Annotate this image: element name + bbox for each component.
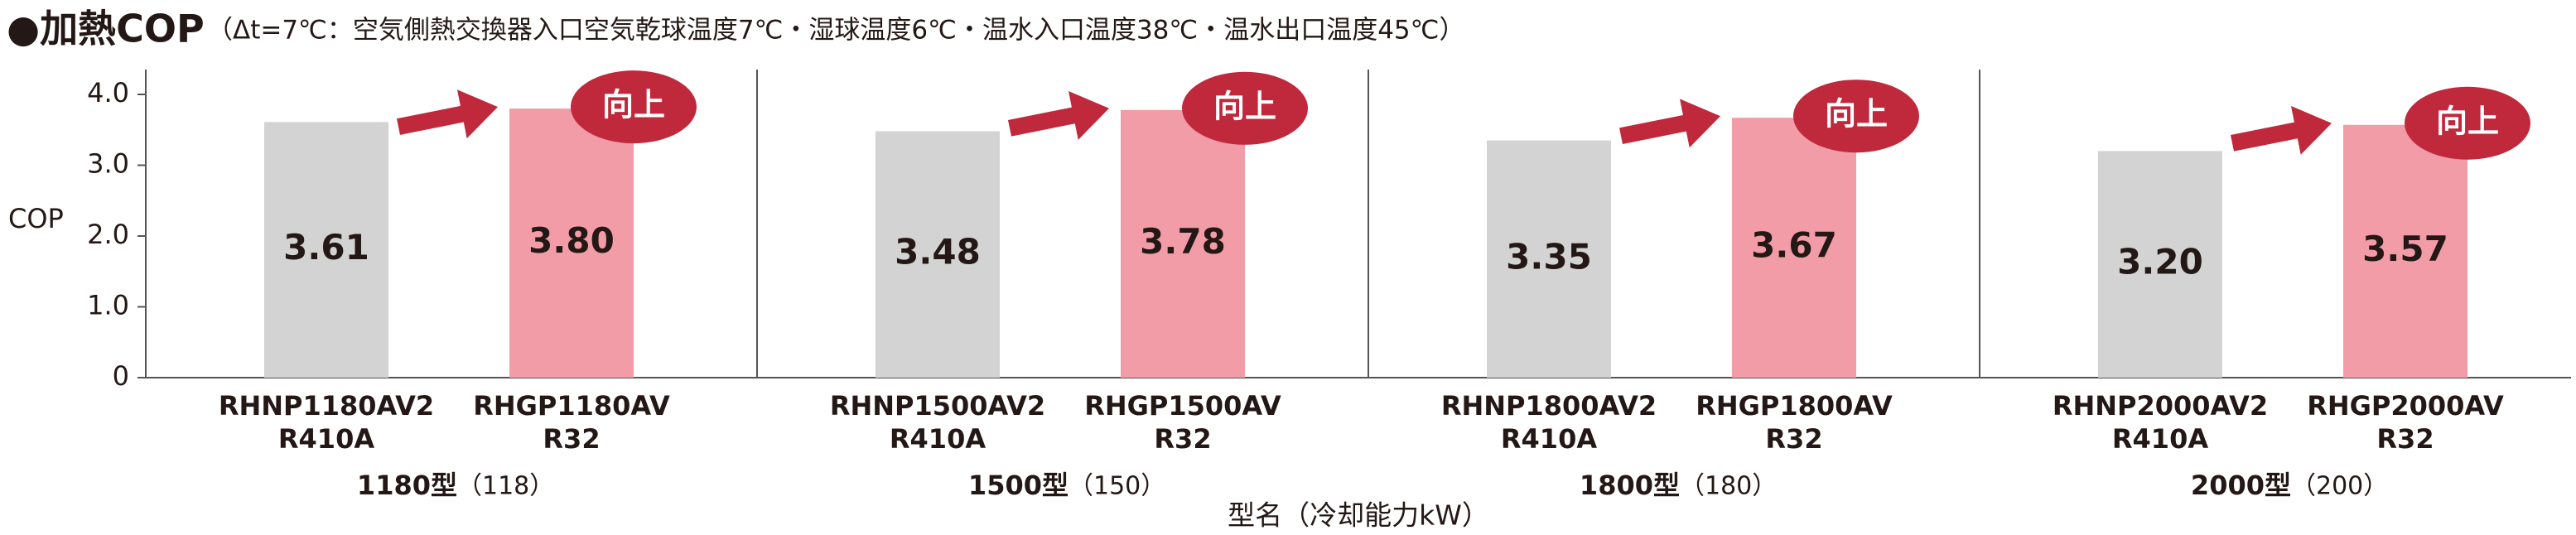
model-label: RHGP1500AV: [1084, 390, 1281, 422]
y-tick-label: 0: [113, 360, 129, 392]
y-tick-label: 3.0: [87, 148, 129, 180]
y-tick-label: 4.0: [87, 77, 129, 108]
model-label: RHGP1180AV: [473, 390, 670, 422]
model-label: RHNP1180AV2: [219, 390, 434, 422]
category-note: （180）: [1680, 472, 1777, 501]
badge-label: 向上: [2436, 103, 2499, 139]
badge-label: 向上: [602, 87, 665, 123]
arrow: [1008, 91, 1109, 140]
badge: [2405, 86, 2530, 160]
bar: [1121, 109, 1245, 378]
chart-subtitle: （Δt=7℃：空気側熱交換器入口空気乾球温度7℃・湿球温度6℃・温水入口温度38…: [207, 16, 1464, 46]
data-label: 3.78: [1140, 221, 1226, 262]
refrigerant-label: R410A: [1501, 423, 1597, 455]
category-label: 2000型: [2191, 470, 2291, 501]
y-tick-label: 2.0: [87, 219, 129, 250]
badge: [1793, 80, 1919, 153]
refrigerant-label: R410A: [890, 423, 986, 455]
data-label: 3.80: [528, 220, 615, 261]
bar: [2098, 151, 2222, 378]
y-tick-label: 1.0: [87, 290, 129, 321]
badge-label: 向上: [1825, 96, 1888, 133]
bar: [876, 131, 1000, 378]
refrigerant-label: R32: [1765, 423, 1822, 455]
data-label: 3.57: [2362, 229, 2448, 269]
x-axis-label: 型名（冷却能力kW）: [1228, 499, 1489, 532]
refrigerant-label: R32: [543, 423, 600, 455]
bar: [1732, 118, 1856, 378]
badge: [571, 70, 697, 144]
category-note: （118）: [457, 472, 554, 501]
model-label: RHNP1500AV2: [830, 390, 1045, 422]
data-label: 3.61: [283, 227, 369, 268]
category-label: 1500型: [968, 470, 1069, 501]
bar: [264, 122, 388, 378]
badge: [1182, 71, 1308, 145]
bar: [509, 108, 634, 378]
refrigerant-label: R32: [1154, 423, 1211, 455]
data-label: 3.67: [1751, 225, 1837, 266]
y-axis-label: COP: [8, 203, 64, 234]
data-label: 3.48: [895, 232, 981, 272]
refrigerant-label: R410A: [2112, 423, 2208, 455]
refrigerant-label: R32: [2376, 423, 2434, 455]
data-label: 3.35: [1506, 236, 1592, 277]
arrow: [2231, 106, 2332, 155]
refrigerant-label: R410A: [278, 423, 374, 455]
bar: [2343, 124, 2467, 378]
arrow: [397, 89, 498, 139]
bar: [1487, 140, 1611, 378]
category-label: 1180型: [357, 470, 457, 501]
badge-label: 向上: [1213, 88, 1276, 124]
model-label: RHNP2000AV2: [2053, 390, 2268, 422]
model-label: RHGP2000AV: [2307, 390, 2504, 422]
category-note: （200）: [2291, 472, 2388, 501]
chart-title: ●加熱COP: [7, 7, 205, 51]
category-label: 1800型: [1580, 470, 1680, 501]
data-label: 3.20: [2117, 242, 2203, 282]
category-note: （150）: [1069, 472, 1165, 501]
model-label: RHNP1800AV2: [1441, 390, 1657, 422]
model-label: RHGP1800AV: [1696, 390, 1893, 422]
arrow: [1619, 99, 1720, 148]
